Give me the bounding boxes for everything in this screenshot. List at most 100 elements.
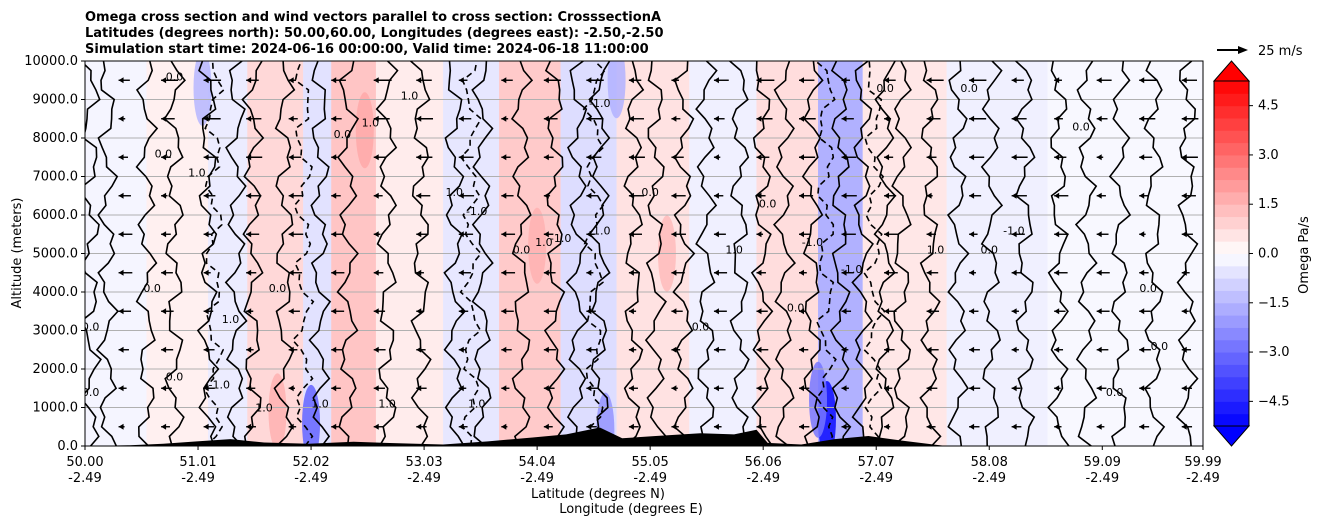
contour-value-label: -1.0 (589, 97, 610, 110)
wind-vector-head (543, 308, 549, 315)
colorbar-segment (1214, 265, 1249, 279)
wind-vector-head (756, 231, 762, 238)
wind-vector-head (203, 385, 209, 392)
wind-vector-head (161, 346, 167, 353)
contour-labels: 0.00.00.00.00.00.01.0-1.01.01.00.01.00.0… (85, 70, 1168, 414)
contour-line (543, 61, 566, 446)
wind-vector-head (416, 192, 422, 199)
wind-vector-head (203, 154, 209, 161)
contour-value-label: -1.0 (209, 378, 230, 391)
wind-vector-head (416, 115, 422, 122)
wind-vector-head (586, 269, 592, 276)
wind-vector-head (246, 154, 252, 161)
wind-vector-head (501, 269, 507, 276)
wind-vector-head (458, 385, 464, 392)
contour-line-negative (203, 61, 225, 446)
wind-vector-head (288, 115, 294, 122)
wind-vector-head (203, 308, 209, 315)
contour-value-label: 0.0 (1072, 120, 1090, 133)
wind-vector-head (713, 77, 719, 84)
wind-vector-head (203, 192, 209, 199)
contour-line (588, 61, 611, 446)
wind-vector-head (884, 115, 890, 122)
wind-vector-head (1054, 77, 1060, 84)
contour-line (801, 61, 824, 446)
colorbar-label: Omega Pa/s (1297, 216, 1312, 294)
x-tick-label-lon: -2.49 (68, 471, 102, 486)
colorbar-extend-min (1212, 425, 1251, 447)
contour-line-negative (815, 61, 837, 446)
wind-vector-head (118, 346, 124, 353)
wind-vector-head (1096, 77, 1102, 84)
colorbar-tick-label: −1.5 (1258, 296, 1290, 311)
contour-value-label: -1.0 (841, 263, 862, 276)
contour-line (829, 61, 852, 446)
y-tick-label: 0.0 (57, 439, 78, 454)
contour-line (729, 61, 750, 446)
wind-vector-head (841, 308, 847, 315)
wind-vector-head (884, 423, 890, 430)
wind-vector-head (1054, 115, 1060, 122)
wind-vector-head (884, 385, 890, 392)
wind-vector-head (884, 192, 890, 199)
wind-vector-head (884, 308, 890, 315)
wind-vector-head (501, 77, 507, 84)
contour-value-label: 1.0 (535, 236, 553, 249)
y-tick-label: 5000.0 (33, 247, 79, 262)
wind-vector-head (756, 115, 762, 122)
wind-vector-head (671, 346, 677, 353)
title-line-1: Omega cross section and wind vectors par… (85, 10, 661, 25)
wind-vector-head (501, 346, 507, 353)
y-tick-label: 9000.0 (33, 93, 79, 108)
contour-line (308, 61, 332, 446)
wind-vector-head (161, 115, 167, 122)
wind-vector-head (543, 77, 549, 84)
wind-vector-head (1011, 231, 1017, 238)
wind-vector-head (1096, 423, 1102, 430)
colorbar-tick-label: 3.0 (1258, 148, 1279, 163)
wind-vector-head (1139, 308, 1145, 315)
contour-value-label: 1.0 (446, 186, 464, 199)
y-tick-label: 6000.0 (33, 208, 79, 223)
contour-value-label: 1.0 (311, 398, 329, 411)
contour-line (1108, 61, 1132, 446)
contour-value-label: 0.0 (269, 282, 287, 295)
colorbar-segment (1214, 376, 1249, 390)
contour-line (1074, 61, 1098, 446)
wind-vector-head (1181, 154, 1187, 161)
wind-vector-head (586, 231, 592, 238)
wind-vector-head (1011, 115, 1017, 122)
wind-vector-head (501, 385, 507, 392)
wind-vector-head (628, 346, 634, 353)
wind-vector-head (969, 192, 975, 199)
wind-vector-head (926, 346, 932, 353)
chart-title: Omega cross section and wind vectors par… (85, 10, 664, 57)
wind-vector-head (841, 385, 847, 392)
wind-vector-head (969, 231, 975, 238)
wind-vector-head (671, 269, 677, 276)
colorbar-segment (1214, 364, 1249, 378)
wind-vector-head (118, 77, 124, 84)
contour-line (196, 61, 220, 446)
wind-vector-head (1011, 77, 1017, 84)
y-axis-label: Altitude (meters) (10, 198, 25, 309)
contour-line (851, 61, 874, 446)
wind-vector-head (331, 385, 337, 392)
wind-vector-head (586, 77, 592, 84)
wind-vector-head (969, 115, 975, 122)
colorbar-tick-label: −3.0 (1258, 345, 1290, 360)
wind-vector-head (1096, 154, 1102, 161)
wind-vector-head (628, 154, 634, 161)
wind-vector-head (246, 77, 252, 84)
wind-vector-head (246, 192, 252, 199)
wind-vector-head (841, 115, 847, 122)
wind-vector-head (373, 385, 379, 392)
wind-vector-head (161, 385, 167, 392)
wind-vector-head (543, 154, 549, 161)
wind-vector-head (118, 308, 124, 315)
contour-line (1175, 61, 1199, 446)
contour-value-label: 1.0 (188, 167, 206, 180)
contour-line (336, 61, 360, 446)
wind-vector-head (1139, 192, 1145, 199)
